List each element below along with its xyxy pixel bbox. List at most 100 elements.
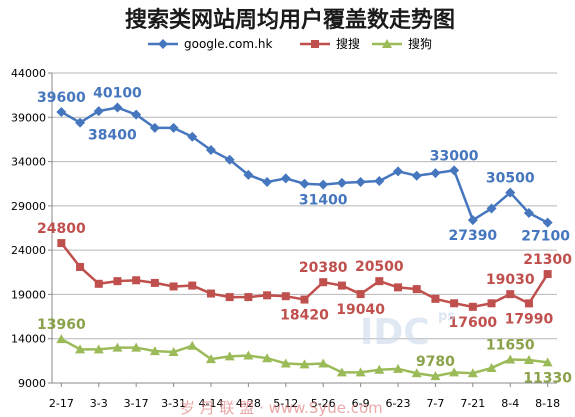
x-tick-label-10: 7-7 bbox=[426, 397, 444, 410]
data-label-3: 31400 bbox=[299, 193, 348, 209]
legend-label-1: 搜搜 bbox=[336, 36, 360, 51]
series-2-point-5 bbox=[149, 346, 160, 356]
series-1-point-4 bbox=[132, 276, 141, 285]
series-1-point-15 bbox=[337, 281, 346, 290]
series-0-point-20 bbox=[430, 168, 441, 179]
series-2-point-25 bbox=[523, 354, 534, 364]
series-1-point-13 bbox=[300, 295, 309, 304]
series-0-point-4 bbox=[131, 109, 142, 120]
series-1-point-18 bbox=[394, 283, 403, 292]
series-0-point-0 bbox=[56, 106, 67, 117]
series-1-point-0 bbox=[57, 239, 66, 248]
data-label-19: 11650 bbox=[486, 338, 535, 354]
series-2-point-15 bbox=[336, 367, 347, 377]
legend-marker-0 bbox=[158, 39, 168, 49]
series-0-point-9 bbox=[224, 154, 235, 165]
data-label-1: 38400 bbox=[88, 128, 137, 144]
x-tick-label-8: 6-9 bbox=[352, 397, 370, 410]
x-tick-label-2: 3-17 bbox=[124, 397, 149, 410]
series-2-point-6 bbox=[168, 347, 179, 356]
series-0-point-26 bbox=[542, 217, 553, 228]
series-1-point-20 bbox=[431, 294, 440, 303]
series-2-point-4 bbox=[131, 342, 142, 352]
x-tick-label-7: 5-26 bbox=[311, 397, 336, 410]
series-0-point-19 bbox=[411, 170, 422, 181]
y-tick-label-4: 29000 bbox=[11, 200, 46, 213]
data-label-5: 27390 bbox=[448, 228, 497, 244]
series-1-point-22 bbox=[468, 302, 477, 311]
series-2-point-18 bbox=[393, 363, 404, 373]
series-0-point-14 bbox=[318, 179, 329, 190]
series-1-point-11 bbox=[263, 291, 272, 300]
series-2-point-17 bbox=[374, 364, 385, 374]
series-1-point-19 bbox=[412, 285, 421, 294]
data-label-4: 33000 bbox=[430, 148, 479, 164]
data-label-11: 20500 bbox=[355, 259, 404, 275]
data-label-14: 19030 bbox=[486, 272, 535, 288]
series-0-point-17 bbox=[374, 176, 385, 187]
chart-title: 搜索类网站周均用户覆盖数走势图 bbox=[125, 7, 455, 33]
series-0-point-25 bbox=[523, 207, 534, 218]
data-label-12: 19040 bbox=[336, 302, 385, 318]
series-1-point-17 bbox=[375, 277, 384, 286]
y-tick-label-6: 39000 bbox=[11, 111, 46, 124]
series-2-point-24 bbox=[505, 354, 516, 364]
legend-marker-1 bbox=[311, 40, 319, 48]
series-line-2 bbox=[60, 337, 548, 378]
watermark-logo-sub: ps bbox=[438, 309, 455, 324]
series-0-point-18 bbox=[393, 166, 404, 177]
series-1-point-16 bbox=[356, 290, 365, 299]
series-2-point-16 bbox=[355, 367, 366, 377]
data-label-10: 18420 bbox=[280, 308, 329, 324]
data-label-13: 17600 bbox=[448, 315, 497, 331]
series-0-point-10 bbox=[243, 169, 254, 180]
series-group bbox=[56, 102, 553, 381]
data-labels: 39600 38400 40100 31400 33000 27390 30500 27100… bbox=[37, 86, 572, 387]
data-label-18: 9780 bbox=[416, 354, 455, 370]
series-1-point-7 bbox=[188, 281, 197, 290]
watermark: IDC ps 岁 月 联 盟 · www.Syue.com bbox=[180, 309, 455, 417]
series-0-point-15 bbox=[336, 177, 347, 188]
y-tick-label-0: 9000 bbox=[18, 377, 46, 390]
data-label-2: 40100 bbox=[93, 86, 142, 102]
series-0-point-8 bbox=[205, 145, 216, 156]
y-tick-label-1: 14000 bbox=[11, 333, 46, 346]
data-label-0: 39600 bbox=[37, 90, 86, 106]
series-0-point-11 bbox=[262, 176, 273, 187]
data-label-15: 17990 bbox=[505, 311, 554, 327]
series-0-point-5 bbox=[149, 122, 160, 133]
x-tick-label-12: 8-4 bbox=[501, 397, 519, 410]
legend-marker-2 bbox=[382, 39, 392, 48]
series-2-point-2 bbox=[93, 344, 104, 354]
watermark-logo: IDC bbox=[360, 312, 430, 353]
series-2-point-23 bbox=[486, 362, 497, 372]
data-label-6: 30500 bbox=[486, 171, 535, 187]
series-1-point-1 bbox=[76, 262, 85, 271]
x-axis: 2-17 3-3 3-17 3-31 4-14 4-28 5-12 5-26 6-9 6-23 7-… bbox=[49, 383, 560, 410]
series-0-point-13 bbox=[299, 178, 310, 189]
legend: google.com.hk 搜搜 搜狗 bbox=[148, 36, 432, 51]
series-1-point-10 bbox=[244, 293, 253, 302]
y-tick-label-7: 44000 bbox=[11, 67, 46, 80]
x-tick-label-4: 4-14 bbox=[198, 397, 223, 410]
legend-label-0: google.com.hk bbox=[184, 37, 272, 51]
data-label-20: 11330 bbox=[523, 370, 572, 386]
series-0-point-23 bbox=[486, 203, 497, 214]
series-2-point-22 bbox=[467, 368, 478, 378]
x-tick-label-11: 7-21 bbox=[460, 397, 485, 410]
x-tick-label-9: 6-23 bbox=[386, 397, 411, 410]
x-tick-label-13: 8-18 bbox=[535, 397, 560, 410]
series-1-point-8 bbox=[206, 289, 215, 298]
series-1-point-23 bbox=[487, 299, 496, 308]
series-1-point-3 bbox=[113, 277, 122, 286]
series-1-point-14 bbox=[319, 278, 328, 287]
series-2-point-12 bbox=[280, 358, 291, 368]
series-2-point-14 bbox=[318, 358, 329, 368]
series-2-point-21 bbox=[449, 367, 460, 377]
y-tick-label-5: 34000 bbox=[11, 156, 46, 169]
series-1-point-5 bbox=[150, 278, 159, 287]
series-0-point-6 bbox=[168, 122, 179, 133]
series-2-point-20 bbox=[430, 371, 441, 381]
series-1-point-26 bbox=[543, 270, 552, 279]
